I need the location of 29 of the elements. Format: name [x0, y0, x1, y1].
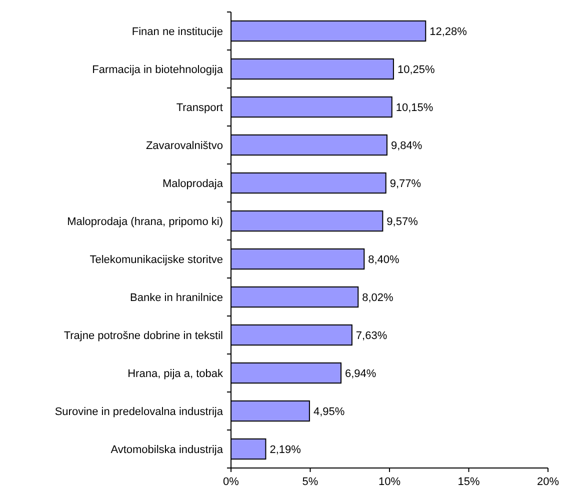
data-label: 10,15% — [396, 102, 434, 114]
x-tick-label: 10% — [378, 476, 401, 488]
y-tick-label: Finan ne institucije — [132, 26, 223, 38]
y-tick-label: Banke in hranilnice — [130, 292, 223, 304]
y-tick-label: Trajne potrošne dobrine in tekstil — [64, 330, 223, 342]
data-label: 4,95% — [313, 406, 345, 418]
y-tick-label: Maloprodaja (hrana, pripomo ki) — [67, 216, 223, 228]
data-label: 2,19% — [270, 444, 302, 456]
data-label: 9,57% — [386, 216, 418, 228]
x-tick-label: 20% — [536, 476, 560, 488]
y-tick-label: Farmacija in biotehnologija — [92, 64, 224, 76]
x-tick-label: 5% — [302, 476, 318, 488]
y-tick-label: Transport — [176, 102, 223, 114]
y-tick-label: Avtomobilska industrija — [110, 444, 224, 456]
data-label: 8,40% — [368, 254, 400, 266]
data-label: 6,94% — [345, 368, 376, 380]
data-label: 7,63% — [356, 330, 388, 342]
y-tick-label: Surovine in predelovalna industrija — [54, 406, 224, 418]
data-label: 9,77% — [390, 178, 422, 190]
y-tick-label: Hrana, pija a, tobak — [128, 368, 224, 380]
x-tick-label: 0% — [223, 476, 240, 488]
data-label: 9,84% — [390, 140, 422, 152]
data-label: 8,02% — [362, 292, 394, 304]
y-tick-label: Telekomunikacijske storitve — [90, 254, 223, 266]
x-tick-label: 15% — [458, 476, 480, 488]
y-tick-label: Maloprodaja — [162, 178, 224, 190]
data-label: 10,25% — [397, 64, 435, 76]
y-tick-label: Zavarovalništvo — [146, 140, 223, 152]
data-label: 12,28% — [430, 26, 468, 38]
